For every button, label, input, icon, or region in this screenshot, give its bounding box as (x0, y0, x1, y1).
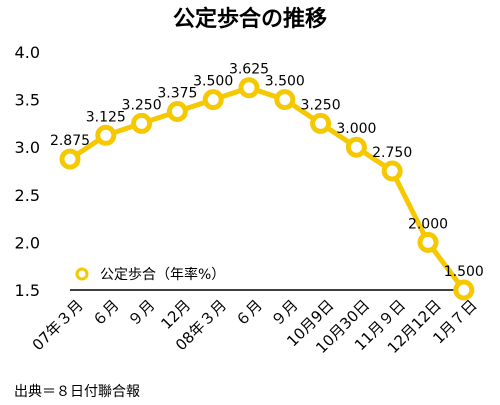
data-label: 3.000 (336, 121, 376, 137)
legend: 公定歩合（年率%） (75, 266, 225, 283)
chart-title: 公定歩合の推移 (173, 6, 327, 32)
y-tick-label: 2.5 (15, 186, 40, 205)
legend-marker (75, 267, 89, 281)
data-label: 3.500 (265, 74, 305, 90)
data-point (202, 89, 224, 111)
data-point (274, 89, 296, 111)
data-point (166, 101, 188, 122)
x-tick-label: ６月 (232, 296, 266, 330)
y-tick-label: 1.5 (15, 281, 40, 300)
data-point (310, 112, 332, 134)
data-point (238, 77, 260, 99)
data-label: 3.500 (193, 74, 233, 90)
data-point (59, 148, 81, 170)
data-label: 2.000 (408, 216, 448, 232)
data-point (381, 160, 403, 182)
data-point (453, 279, 475, 301)
series-line (67, 85, 467, 293)
data-label: 3.625 (229, 62, 269, 78)
source-note: 出典＝８日付聯合報 (14, 384, 140, 400)
data-label: 1.500 (444, 264, 484, 280)
data-label: 3.125 (86, 109, 126, 125)
x-tick-label: ６月 (89, 296, 123, 330)
y-axis-ticks: 4.0 3.5 3.0 2.5 2.0 1.5 (15, 43, 40, 300)
data-label: 3.250 (301, 97, 341, 113)
data-label: 2.875 (50, 133, 90, 149)
data-label: 3.250 (122, 97, 162, 113)
data-point (131, 112, 153, 134)
data-label: 3.375 (157, 86, 197, 102)
y-tick-label: 2.0 (15, 233, 40, 252)
data-point (417, 231, 439, 253)
legend-label: 公定歩合（年率%） (100, 266, 225, 283)
data-point (95, 124, 117, 146)
data-labels: 2.8753.1253.2503.3753.5003.6253.5003.250… (50, 62, 484, 280)
x-tick-label: ９月 (124, 296, 158, 330)
data-points (59, 77, 475, 301)
y-tick-label: 4.0 (15, 43, 40, 62)
x-tick-label: 07年３月 (29, 296, 87, 354)
data-label: 2.750 (372, 145, 412, 161)
y-tick-label: 3.5 (15, 91, 40, 110)
data-point (345, 136, 367, 158)
y-tick-label: 3.0 (15, 138, 40, 157)
